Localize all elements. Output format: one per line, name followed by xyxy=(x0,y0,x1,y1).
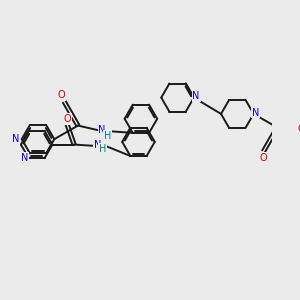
Text: N: N xyxy=(94,140,101,150)
Text: H: H xyxy=(104,131,111,141)
Text: N: N xyxy=(21,153,28,163)
Text: N: N xyxy=(12,134,20,144)
Text: O: O xyxy=(64,114,71,124)
Text: N: N xyxy=(252,107,260,118)
Text: N: N xyxy=(192,91,200,101)
Text: N: N xyxy=(98,124,106,135)
Text: O: O xyxy=(298,124,300,134)
Text: O: O xyxy=(260,153,268,163)
Text: O: O xyxy=(58,90,65,100)
Text: H: H xyxy=(99,144,106,154)
